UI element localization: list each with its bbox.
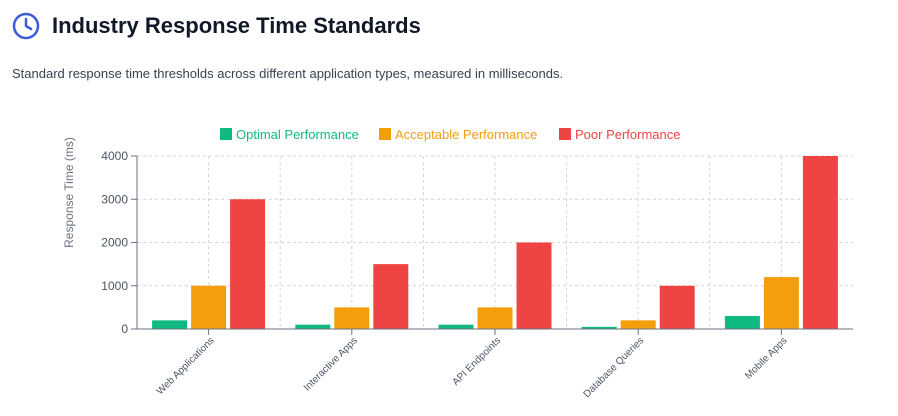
legend-label: Acceptable Performance [395, 127, 537, 142]
x-tick-label: Mobile Apps [743, 335, 789, 381]
legend-swatch [559, 128, 571, 140]
page-header: Industry Response Time Standards [12, 10, 421, 42]
bar-optimal-performance [581, 326, 617, 329]
x-tick-label: Database Queries [582, 335, 647, 400]
bar-acceptable-performance [620, 320, 656, 329]
bar-optimal-performance [295, 324, 331, 329]
bar-acceptable-performance [763, 277, 799, 329]
bar-optimal-performance [438, 324, 474, 329]
legend-swatch [220, 128, 232, 140]
y-tick-label: 3000 [101, 192, 128, 206]
x-tick-label: API Endpoints [451, 335, 504, 388]
bar-acceptable-performance [334, 307, 370, 329]
bar-poor-performance [516, 242, 552, 329]
x-tick-label: Web Applications [155, 335, 217, 397]
bar-poor-performance [373, 264, 409, 329]
page-title: Industry Response Time Standards [52, 13, 421, 38]
bar-optimal-performance [152, 320, 188, 329]
y-tick-label: 4000 [101, 149, 128, 163]
clock-icon [12, 12, 40, 40]
bar-acceptable-performance [477, 307, 513, 329]
y-tick-label: 2000 [101, 236, 128, 250]
legend-swatch [379, 128, 391, 140]
bar-poor-performance [802, 156, 838, 329]
legend-label: Poor Performance [575, 127, 681, 142]
x-tick-label: Interactive Apps [302, 335, 360, 393]
legend-label: Optimal Performance [236, 127, 359, 142]
bar-acceptable-performance [191, 285, 227, 329]
bar-poor-performance [659, 285, 695, 329]
y-tick-label: 0 [121, 322, 128, 336]
bar-optimal-performance [724, 316, 760, 329]
page-subtitle: Standard response time thresholds across… [12, 66, 564, 81]
bar-poor-performance [230, 199, 266, 329]
y-tick-label: 1000 [101, 279, 128, 293]
y-axis-label: Response Time (ms) [62, 137, 76, 248]
